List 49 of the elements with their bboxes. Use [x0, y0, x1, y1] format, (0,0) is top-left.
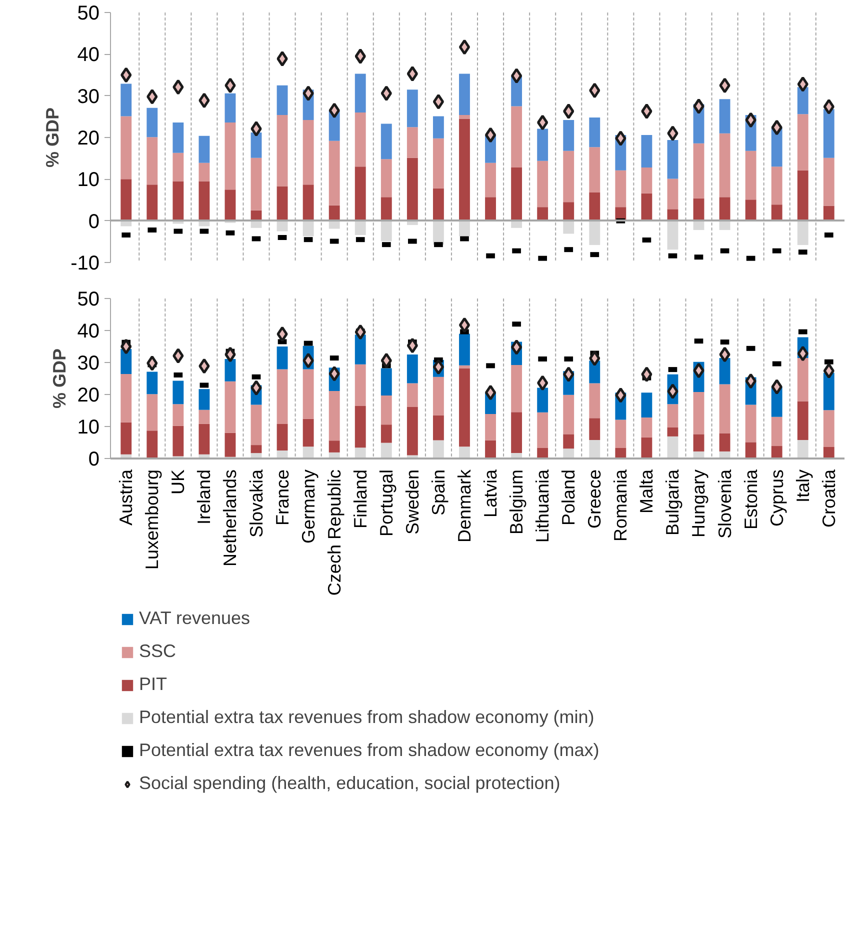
y-tick-label: 30: [77, 86, 100, 108]
x-tick-label: Romania: [610, 468, 631, 542]
y-tick-label: 30: [77, 352, 100, 374]
x-tick-label: Finland: [350, 469, 370, 529]
x-tick-label: Malta: [636, 468, 657, 514]
x-tick-label: Luxembourg: [142, 469, 162, 570]
y-tick-label: 0: [88, 210, 100, 233]
y-tick-label: 0: [88, 448, 100, 470]
x-tick-label: Portugal: [376, 469, 396, 537]
x-tick-label: Poland: [558, 469, 579, 526]
x-tick-label: Germany: [298, 469, 318, 544]
x-tick-label: UK: [168, 469, 188, 495]
x-tick-label: Cyprus: [766, 470, 787, 527]
y-tick-label: 40: [77, 320, 100, 342]
x-tick-label: Belgium: [506, 470, 527, 535]
y-axis-title: % GDP: [42, 107, 63, 168]
y-tick-label: 20: [77, 128, 100, 150]
x-tick-label: Hungary: [688, 469, 709, 538]
x-tick-label: Croatia: [818, 468, 839, 528]
y-tick-label: 40: [77, 44, 100, 66]
legend-label: PIT: [139, 674, 168, 695]
legend-label: VAT revenues: [139, 608, 250, 629]
x-tick-label: France: [272, 469, 292, 526]
x-tick-label: Latvia: [480, 468, 501, 518]
x-tick-label: Slovenia: [714, 468, 735, 539]
x-tick-label: Slovakia: [246, 468, 266, 538]
x-tick-label: Italy: [792, 469, 813, 503]
y-tick-label: 50: [77, 288, 100, 310]
x-tick-label: Denmark: [454, 468, 474, 543]
x-tick-label: Czech Republic: [324, 470, 344, 596]
y-tick-label: 20: [77, 384, 100, 406]
x-tick-label: Greece: [584, 469, 605, 529]
x-tick-label: Bulgaria: [662, 468, 683, 536]
y-tick-label: -10: [70, 252, 100, 274]
legend-label: Potential extra tax revenues from shadow economy (max): [139, 740, 600, 761]
y-tick-label: 10: [77, 416, 100, 438]
legend-label: SSC: [139, 641, 176, 662]
x-tick-label: Netherlands: [220, 469, 240, 567]
y-tick-label: 10: [77, 169, 100, 192]
x-tick-label: Sweden: [402, 469, 422, 535]
x-tick-label: Lithuania: [532, 468, 553, 543]
x-tick-label: Spain: [428, 469, 448, 516]
y-axis-title: % GDP: [49, 348, 70, 409]
x-tick-label: Ireland: [194, 469, 214, 525]
x-tick-label: Estonia: [740, 468, 761, 530]
x-tick-label: Austria: [116, 468, 136, 526]
y-tick-label: 50: [77, 2, 100, 24]
legend-label: Potential extra tax revenues from shadow economy (min): [139, 707, 594, 728]
legend-label: Social spending (health, education, social protection): [139, 773, 560, 794]
